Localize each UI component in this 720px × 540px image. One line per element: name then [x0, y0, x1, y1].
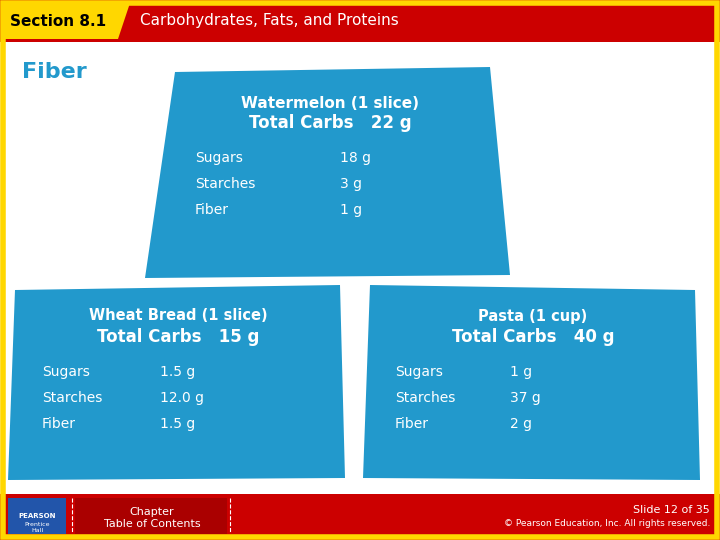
Text: 1 g: 1 g: [510, 365, 532, 379]
Text: Hall: Hall: [31, 528, 43, 532]
Polygon shape: [145, 67, 510, 278]
Text: 1.5 g: 1.5 g: [160, 417, 195, 431]
Bar: [75, 498, 227, 534]
Text: Starches: Starches: [195, 177, 256, 191]
Text: Sugars: Sugars: [395, 365, 443, 379]
Polygon shape: [363, 285, 700, 480]
Text: 1.5 g: 1.5 g: [160, 365, 195, 379]
Text: Section 8.1: Section 8.1: [10, 14, 106, 29]
Text: Fiber: Fiber: [195, 203, 229, 217]
Text: Fiber: Fiber: [395, 417, 429, 431]
Text: Wheat Bread (1 slice): Wheat Bread (1 slice): [89, 308, 267, 323]
Text: Fiber: Fiber: [22, 62, 86, 82]
Polygon shape: [8, 285, 345, 480]
Text: Prentice: Prentice: [24, 522, 50, 526]
Text: Fiber: Fiber: [42, 417, 76, 431]
Text: Carbohydrates, Fats, and Proteins: Carbohydrates, Fats, and Proteins: [140, 14, 399, 29]
Text: Slide 12 of 35: Slide 12 of 35: [634, 505, 710, 515]
Bar: [0, 0, 720, 42]
Text: PEARSON: PEARSON: [18, 513, 55, 519]
Text: 1 g: 1 g: [340, 203, 362, 217]
Text: Table of Contents: Table of Contents: [104, 519, 200, 529]
Text: Sugars: Sugars: [42, 365, 90, 379]
Text: Starches: Starches: [42, 391, 102, 405]
Text: 2 g: 2 g: [510, 417, 532, 431]
Polygon shape: [3, 3, 130, 39]
Text: 3 g: 3 g: [340, 177, 362, 191]
Text: 12.0 g: 12.0 g: [160, 391, 204, 405]
Text: 18 g: 18 g: [340, 151, 371, 165]
Text: Chapter: Chapter: [130, 507, 174, 517]
Text: Watermelon (1 slice): Watermelon (1 slice): [241, 96, 419, 111]
Text: 37 g: 37 g: [510, 391, 541, 405]
Text: © Pearson Education, Inc. All rights reserved.: © Pearson Education, Inc. All rights res…: [503, 519, 710, 529]
Text: Starches: Starches: [395, 391, 455, 405]
Text: Total Carbs   22 g: Total Carbs 22 g: [248, 114, 411, 132]
Bar: [0, 494, 720, 540]
Bar: [8, 498, 66, 534]
Text: Total Carbs   15 g: Total Carbs 15 g: [96, 328, 259, 346]
Text: Sugars: Sugars: [195, 151, 243, 165]
Text: Pasta (1 cup): Pasta (1 cup): [478, 308, 588, 323]
Text: Total Carbs   40 g: Total Carbs 40 g: [451, 328, 614, 346]
